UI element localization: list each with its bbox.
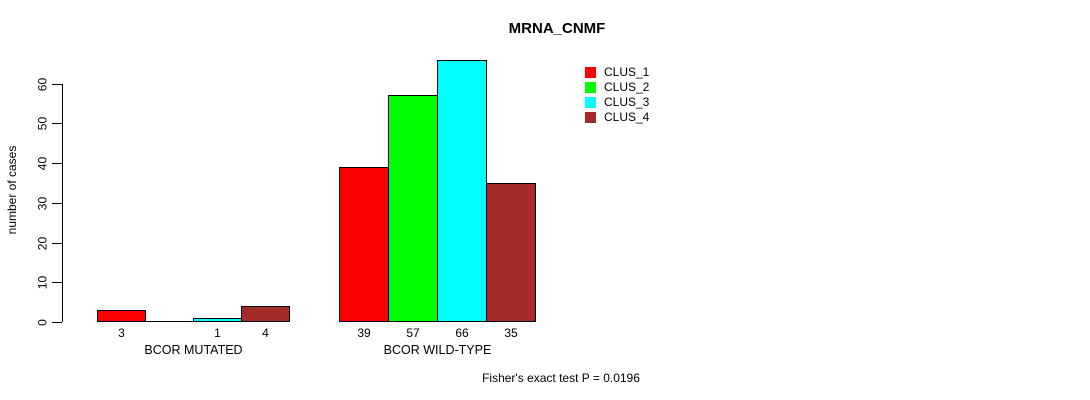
p-value-annotation: Fisher's exact test P = 0.0196 [482,371,640,385]
bar-value-label: 57 [406,326,420,340]
legend-swatch-clus_2 [585,82,596,93]
bar-value-label: 3 [118,326,125,340]
chart-title: MRNA_CNMF [508,20,606,37]
bar-clus_2-bcor-mutated [145,321,194,322]
y-tick-label: 50 [35,116,50,131]
y-tick [52,84,62,85]
bar-clus_1-bcor-wild-type [339,167,389,322]
y-tick [52,243,62,244]
legend-label: CLUS_3 [604,95,650,109]
legend-label: CLUS_2 [604,80,650,94]
bar-clus_1-bcor-mutated [97,310,146,322]
y-tick-label: 20 [35,236,50,251]
x-group-label: BCOR WILD-TYPE [383,343,492,357]
y-tick [52,123,62,124]
legend-swatch-clus_4 [585,112,596,123]
y-tick-label: 30 [35,196,50,211]
bar-clus_3-bcor-mutated [193,318,242,322]
legend-swatch-clus_3 [585,97,596,108]
bar-clus_4-bcor-mutated [241,306,290,322]
y-tick-label: 0 [35,319,50,326]
y-tick [52,203,62,204]
bar-value-label: 35 [504,326,518,340]
legend-label: CLUS_4 [604,110,650,124]
bar-clus_4-bcor-wild-type [486,183,536,322]
y-tick-label: 40 [35,156,50,171]
legend-label: CLUS_1 [604,65,650,79]
bar-value-label: 39 [357,326,371,340]
bar-value-label: 1 [214,326,221,340]
y-tick [52,322,62,323]
bar-value-label: 66 [455,326,469,340]
y-tick [52,282,62,283]
y-axis-label: number of cases [5,145,19,235]
legend-item-clus_3: CLUS_3 [585,96,665,109]
bar-value-label: 4 [262,326,269,340]
y-tick [52,163,62,164]
y-tick-label: 60 [35,77,50,92]
bar-clus_3-bcor-wild-type [437,60,487,322]
legend-item-clus_4: CLUS_4 [585,111,665,124]
legend-item-clus_2: CLUS_2 [585,81,665,94]
bar-clus_2-bcor-wild-type [388,95,438,322]
y-tick-label: 10 [35,275,50,290]
legend-item-clus_1: CLUS_1 [585,66,665,79]
y-axis-line [62,84,63,322]
legend-swatch-clus_1 [585,67,596,78]
x-group-label: BCOR MUTATED [144,343,243,357]
